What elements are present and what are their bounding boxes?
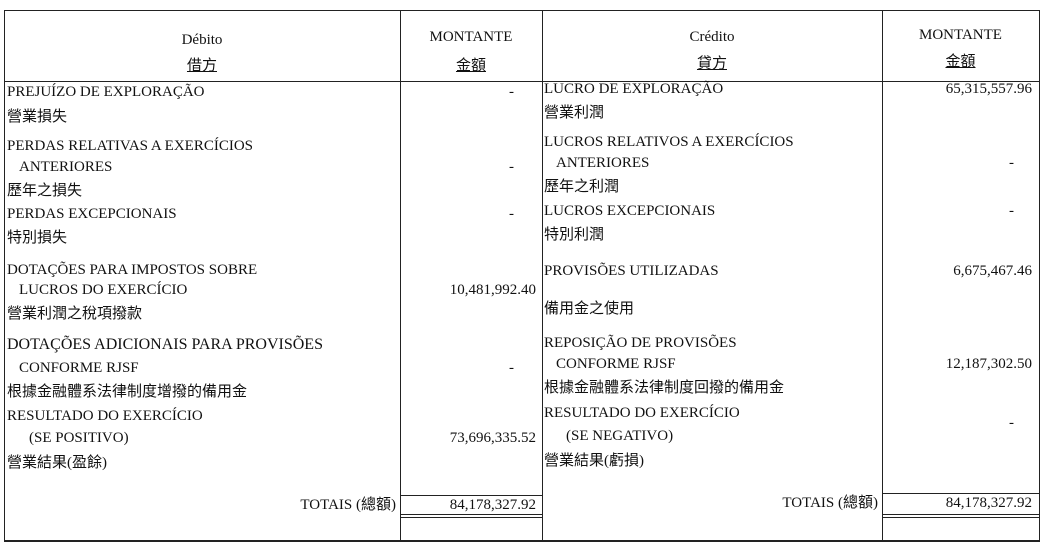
credit-item-label: PROVISÕES UTILIZADAS [544,263,719,279]
debit-item-label-cont: CONFORME RJSF [19,360,139,376]
debit-amount-header-zh: 金額 [455,58,486,74]
table-bottom-border [4,540,1040,542]
credit-item-label: LUCRO DE EXPLORAÇÃO [544,81,724,97]
credit-item-amount: - [1009,155,1014,171]
credit-item-label-zh: 備用金之使用 [544,301,635,317]
debit-item-label-cont: (SE POSITIVO) [29,430,129,446]
credit-item-amount: 6,675,467.46 [953,263,1032,279]
credit-item-amount: - [1009,415,1014,431]
credit-item-label: LUCROS RELATIVOS A EXERCÍCIOS [544,134,794,150]
credit-header-zh: 貸方 [696,56,727,72]
debit-item-label-zh: 營業損失 [7,109,68,125]
credit-item-label: LUCROS EXCEPCIONAIS [544,203,716,219]
credit-totals-label: TOTAIS (總額) [782,495,878,511]
debit-item-label-cont: ANTERIORES [19,159,113,175]
table-right-border [1039,10,1040,541]
debit-item-label: DOTAÇÕES PARA IMPOSTOS SOBRE [7,262,258,278]
debit-item-label: PREJUÍZO DE EXPLORAÇÃO [7,84,205,100]
column-divider [542,10,543,541]
debit-item-label: PERDAS EXCEPCIONAIS [7,206,177,222]
credit-item-label-zh: 營業結果(虧損) [544,453,644,469]
credit-amount-left-border [882,10,883,541]
debit-total-double-line-1 [400,514,542,515]
credit-amount-header-pt: MONTANTE [919,27,1002,43]
credit-total-double-line-1 [882,514,1039,515]
header-bottom-border [4,81,1040,82]
debit-item-amount: 73,696,335.52 [449,430,536,446]
credit-item-label-zh: 歷年之利潤 [544,179,620,195]
credit-total-double-line-2 [882,517,1039,518]
debit-item-label-zh: 特別損失 [7,230,68,246]
credit-item-label-zh: 營業利潤 [544,105,605,121]
debit-item-label-cont: LUCROS DO EXERCÍCIO [19,282,188,298]
debit-totals-value: 84,178,327.92 [449,497,536,513]
credit-item-label-zh: 特別利潤 [544,227,605,243]
table-left-border [4,10,5,541]
debit-item-amount: - [509,206,514,222]
debit-item-label-zh: 營業結果(盈餘) [7,455,107,471]
credit-item-label: REPOSIÇÃO DE PROVISÕES [544,335,737,351]
debit-amount-left-border [400,10,401,541]
credit-item-amount: 65,315,557.96 [945,81,1032,97]
debit-item-amount: 10,481,992.40 [449,282,536,298]
debit-item-amount: - [509,360,514,376]
debit-item-amount: - [509,159,514,175]
debit-amount-header-pt: MONTANTE [429,29,513,45]
debit-header-pt: Débito [181,32,223,48]
credit-item-label-cont: (SE NEGATIVO) [566,428,674,444]
debit-header-zh: 借方 [186,58,217,74]
debit-totals-label: TOTAIS (總額) [300,497,396,513]
debit-item-label: DOTAÇÕES ADICIONAIS PARA PROVISÕES [7,336,323,353]
credit-item-label-cont: CONFORME RJSF [556,356,676,372]
debit-item-amount: - [509,84,514,100]
credit-amount-header-zh: 金額 [945,54,976,70]
credit-item-label: RESULTADO DO EXERCÍCIO [544,405,740,421]
credit-item-amount: - [1009,203,1014,219]
debit-total-double-line-2 [400,517,542,518]
credit-total-top-line [882,493,1039,494]
table-top-border [4,10,1040,11]
credit-item-label-cont: ANTERIORES [556,155,650,171]
credit-item-label-zh: 根據金融體系法律制度回撥的備用金 [544,380,785,396]
debit-item-label-zh: 根據金融體系法律制度增撥的備用金 [7,384,248,400]
credit-header-pt: Crédito [689,29,735,45]
credit-item-amount: 12,187,302.50 [945,356,1032,372]
debit-total-top-line [400,495,542,496]
debit-item-label: PERDAS RELATIVAS A EXERCÍCIOS [7,138,254,154]
debit-item-label-zh: 營業利潤之稅項撥款 [7,306,143,322]
credit-totals-value: 84,178,327.92 [945,495,1032,511]
debit-item-label: RESULTADO DO EXERCÍCIO [7,408,203,424]
debit-item-label-zh: 歷年之損失 [7,183,83,199]
